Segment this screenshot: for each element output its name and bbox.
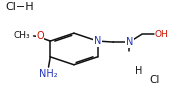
- Text: CH₃: CH₃: [13, 31, 30, 40]
- Text: H: H: [135, 66, 143, 76]
- Text: N: N: [94, 36, 101, 46]
- Text: Cl: Cl: [150, 75, 160, 85]
- Text: NH₂: NH₂: [39, 69, 58, 79]
- Text: Cl−H: Cl−H: [5, 2, 34, 12]
- Text: N: N: [125, 37, 133, 47]
- Text: O: O: [36, 31, 44, 41]
- Text: OH: OH: [155, 30, 168, 39]
